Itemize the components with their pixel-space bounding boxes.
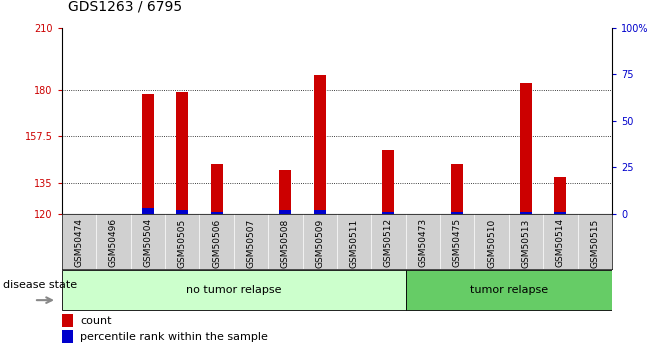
Text: GSM50496: GSM50496 xyxy=(109,218,118,267)
Text: no tumor relapse: no tumor relapse xyxy=(186,285,281,295)
Text: GSM50507: GSM50507 xyxy=(247,218,255,268)
Text: count: count xyxy=(80,316,111,325)
Bar xyxy=(314,210,326,214)
Bar xyxy=(62,330,74,343)
Bar xyxy=(176,210,188,214)
Bar xyxy=(314,75,326,214)
Bar xyxy=(555,212,566,214)
Bar xyxy=(406,270,612,310)
Text: GSM50508: GSM50508 xyxy=(281,218,290,268)
Bar xyxy=(210,212,223,214)
Bar xyxy=(555,177,566,214)
Text: GSM50514: GSM50514 xyxy=(556,218,565,267)
Bar xyxy=(62,314,74,327)
Bar xyxy=(451,212,464,214)
Text: GSM50511: GSM50511 xyxy=(350,218,359,268)
Bar xyxy=(279,210,292,214)
Text: GSM50474: GSM50474 xyxy=(74,218,83,267)
Text: GSM50505: GSM50505 xyxy=(178,218,187,268)
Bar xyxy=(451,164,464,214)
Bar xyxy=(142,208,154,214)
Bar xyxy=(176,92,188,214)
Bar xyxy=(382,150,395,214)
Text: GSM50510: GSM50510 xyxy=(487,218,496,268)
Text: GSM50509: GSM50509 xyxy=(315,218,324,268)
Bar xyxy=(210,164,223,214)
Text: GDS1263 / 6795: GDS1263 / 6795 xyxy=(68,0,182,14)
Bar xyxy=(520,83,532,214)
Text: disease state: disease state xyxy=(3,280,77,289)
Text: GSM50513: GSM50513 xyxy=(521,218,531,268)
Text: GSM50504: GSM50504 xyxy=(143,218,152,267)
Bar xyxy=(520,212,532,214)
Bar xyxy=(142,94,154,214)
Bar xyxy=(382,212,395,214)
Text: GSM50475: GSM50475 xyxy=(452,218,462,267)
Text: tumor relapse: tumor relapse xyxy=(470,285,548,295)
Text: GSM50506: GSM50506 xyxy=(212,218,221,268)
Text: percentile rank within the sample: percentile rank within the sample xyxy=(80,332,268,342)
Text: GSM50512: GSM50512 xyxy=(384,218,393,267)
Text: GSM50473: GSM50473 xyxy=(419,218,427,267)
Bar xyxy=(62,270,406,310)
Text: GSM50515: GSM50515 xyxy=(590,218,600,268)
Bar xyxy=(279,170,292,214)
